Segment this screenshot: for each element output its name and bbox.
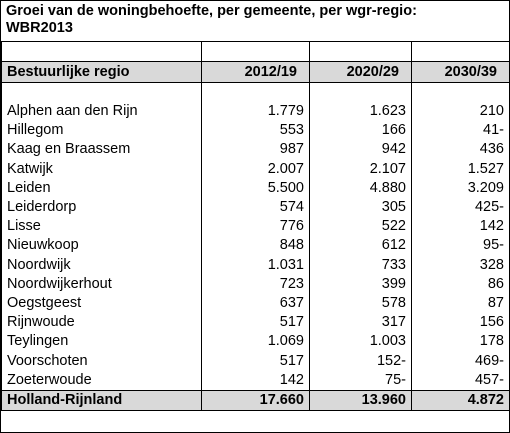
cell-2012-19: 142 [201,370,310,391]
cell-region: Oegstgeest [1,293,202,314]
cell-region: Teylingen [1,332,202,352]
cell-2012-19: 723 [201,274,310,294]
cell-2030-39: 3.209 [411,178,510,198]
cell-2020-29: 1.003 [309,332,412,352]
table-row: Rijnwoude 517 317 156 [1,313,510,333]
cell-2020-29: 942 [309,140,412,160]
table-row: Kaag en Braassem 987 942 436 [1,140,510,160]
total-2020-29: 13.960 [309,389,412,412]
cell-region: Katwijk [1,159,202,179]
table-row: Hillegom 553 166 41- [1,121,510,141]
cell-2030-39: 425- [411,197,510,218]
cell-2020-29: 399 [309,274,412,294]
cell-2030-39: 1.527 [411,159,510,179]
cell-2030-39: 178 [411,332,510,352]
cell-2012-19: 517 [201,313,310,333]
cell-region: Leiderdorp [1,197,202,218]
table-row: Leiderdorp 574 305 425- [1,197,510,218]
housing-demand-table: Bestuurlijke regio 2012/19 2020/29 2030/… [1,41,510,412]
table-title-line-2: WBR2013 [6,20,73,36]
cell-2030-39: 457- [411,370,510,391]
cell-region: Voorschoten [1,351,202,371]
cell-2012-19: 1.779 [201,102,310,122]
cell-2012-19: 848 [201,236,310,256]
table-row: Alphen aan den Rijn 1.779 1.623 210 [1,102,510,122]
cell-2030-39: 210 [411,102,510,122]
cell-2012-19: 5.500 [201,178,310,198]
cell-2012-19: 1.069 [201,332,310,352]
cell-2012-19: 553 [201,121,310,141]
table-row: Nieuwkoop 848 612 95- [1,236,510,256]
cell-2012-19: 574 [201,197,310,218]
table-row: Noordwijkerhout 723 399 86 [1,274,510,294]
table-row: Katwijk 2.007 2.107 1.527 [1,159,510,179]
blank-row-under-header [1,82,510,102]
cell-2030-39: 436 [411,140,510,160]
cell-2012-19: 517 [201,351,310,371]
cell-2012-19: 1.031 [201,255,310,275]
cell-2030-39: 328 [411,255,510,275]
cell-2020-29: 733 [309,255,412,275]
total-2012-19: 17.660 [201,389,310,412]
cell-2012-19: 637 [201,293,310,314]
cell-2030-39: 95- [411,236,510,256]
column-header-row: Bestuurlijke regio 2012/19 2020/29 2030/… [1,61,510,83]
cell-2020-29: 166 [309,121,412,141]
total-row: Holland-Rijnland 17.660 13.960 4.872 [1,389,510,412]
cell-2030-39: 142 [411,217,510,237]
table-row: Noordwijk 1.031 733 328 [1,255,510,275]
table-row: Zoeterwoude 142 75- 457- [1,370,510,391]
cell-2020-29: 1.623 [309,102,412,122]
cell-region: Noordwijk [1,255,202,275]
cell-region: Lisse [1,217,202,237]
cell-region: Kaag en Braassem [1,140,202,160]
cell-2030-39: 469- [411,351,510,371]
cell-2020-29: 152- [309,351,412,371]
cell-region: Leiden [1,178,202,198]
cell-region: Alphen aan den Rijn [1,102,202,122]
cell-region: Noordwijkerhout [1,274,202,294]
cell-2020-29: 305 [309,197,412,218]
cell-2020-29: 4.880 [309,178,412,198]
cell-2012-19: 776 [201,217,310,237]
table-row: Leiden 5.500 4.880 3.209 [1,178,510,198]
cell-region: Nieuwkoop [1,236,202,256]
cell-2020-29: 317 [309,313,412,333]
cell-2030-39: 86 [411,274,510,294]
table-row: Oegstgeest 637 578 87 [1,293,510,314]
total-region: Holland-Rijnland [1,389,202,412]
header-year-2012-19: 2012/19 [201,61,310,83]
cell-2020-29: 522 [309,217,412,237]
cell-region: Hillegom [1,121,202,141]
cell-2020-29: 578 [309,293,412,314]
cell-2020-29: 2.107 [309,159,412,179]
cell-2030-39: 87 [411,293,510,314]
cell-2020-29: 75- [309,370,412,391]
table-row: Lisse 776 522 142 [1,217,510,237]
table-title: Groei van de woningbehoefte, per gemeent… [6,3,501,37]
cell-2030-39: 41- [411,121,510,141]
total-2030-39: 4.872 [411,389,510,412]
header-year-2030-39: 2030/39 [411,61,510,83]
table-title-line-1: Groei van de woningbehoefte, per gemeent… [6,3,417,19]
cell-region: Rijnwoude [1,313,202,333]
cell-2012-19: 2.007 [201,159,310,179]
cell-region: Zoeterwoude [1,370,202,391]
header-year-2020-29: 2020/29 [309,61,412,83]
cell-2030-39: 156 [411,313,510,333]
blank-row-top [1,41,510,62]
cell-2012-19: 987 [201,140,310,160]
header-region: Bestuurlijke regio [1,61,202,83]
table-row: Teylingen 1.069 1.003 178 [1,332,510,352]
table-row: Voorschoten 517 152- 469- [1,351,510,371]
cell-2020-29: 612 [309,236,412,256]
